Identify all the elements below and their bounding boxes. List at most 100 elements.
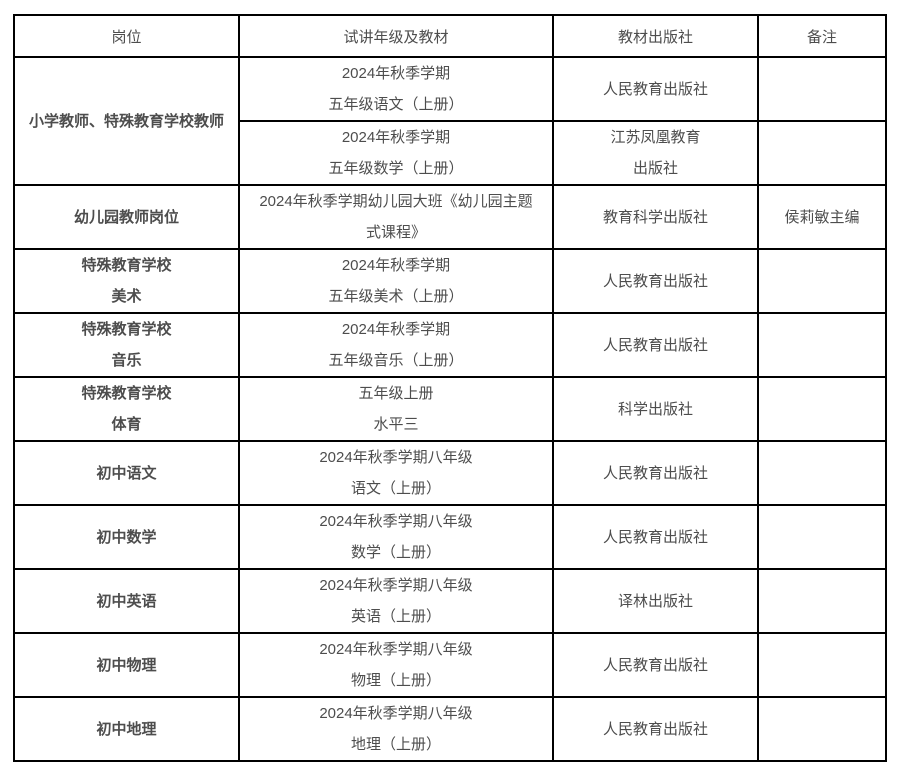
material-line: 数学（上册） [350,544,441,561]
cell-remark [757,120,887,186]
cell-material: 2024年秋季学期八年级 英语（上册） [238,568,554,634]
table-row: 特殊教育学校 美术 2024年秋季学期 五年级美术（上册） 人民教育出版社 [13,248,887,314]
cell-material: 2024年秋季学期八年级 物理（上册） [238,632,554,698]
cell-remark [757,56,887,122]
position-line: 特殊教育学校 [81,385,172,402]
header-cell-material: 试讲年级及教材 [238,14,554,58]
cell-position: 初中英语 [13,568,240,634]
material-line: 五年级数学（上册） [328,160,464,177]
publisher-text: 科学出版社 [617,400,693,418]
header-cell-position: 岗位 [13,14,240,58]
position-text: 初中数学 [96,528,157,546]
cell-publisher: 人民教育出版社 [552,440,759,506]
publisher-text: 人民教育出版社 [602,80,708,98]
publisher-text: 人民教育出版社 [602,528,708,546]
cell-remark [757,376,887,442]
material-line: 英语（上册） [350,608,441,625]
publisher-text: 译林出版社 [617,592,693,610]
material-line: 语文（上册） [350,480,441,497]
table-row: 初中物理 2024年秋季学期八年级 物理（上册） 人民教育出版社 [13,632,887,698]
cell-publisher: 科学出版社 [552,376,759,442]
table-row: 初中语文 2024年秋季学期八年级 语文（上册） 人民教育出版社 [13,440,887,506]
cell-material: 2024年秋季学期 五年级数学（上册） [238,120,554,186]
material-line: 2024年秋季学期八年级 [319,705,473,722]
cell-remark [757,312,887,378]
material-line: 五年级上册 [358,385,434,402]
table-row: 特殊教育学校 音乐 2024年秋季学期 五年级音乐（上册） 人民教育出版社 [13,312,887,378]
publisher-text: 教育科学出版社 [602,208,708,226]
cell-material: 2024年秋季学期幼儿园大班《幼儿园主题 式课程》 [238,184,554,250]
table-row: 特殊教育学校 体育 五年级上册 水平三 科学出版社 [13,376,887,442]
position-text: 初中物理 [96,656,157,674]
cell-material: 2024年秋季学期八年级 数学（上册） [238,504,554,570]
cell-position: 小学教师、特殊教育学校教师 [13,56,240,186]
material-line: 2024年秋季学期 [341,65,451,82]
material-line: 地理（上册） [350,736,441,753]
cell-remark [757,696,887,762]
table-row: 小学教师、特殊教育学校教师 2024年秋季学期 五年级语文（上册） 人民教育出版… [13,56,887,186]
cell-position: 特殊教育学校 体育 [13,376,240,442]
material-line: 五年级语文（上册） [328,96,464,113]
publisher-text: 人民教育出版社 [602,336,708,354]
publisher-line: 江苏凤凰教育 [610,129,701,146]
material-line: 2024年秋季学期八年级 [319,577,473,594]
material-line: 2024年秋季学期 [341,321,451,338]
publisher-text: 人民教育出版社 [602,272,708,290]
publisher-text: 人民教育出版社 [602,656,708,674]
cell-material: 2024年秋季学期 五年级美术（上册） [238,248,554,314]
cell-material: 2024年秋季学期八年级 语文（上册） [238,440,554,506]
position-text: 小学教师、特殊教育学校教师 [28,112,224,130]
material-line: 2024年秋季学期八年级 [319,513,473,530]
material-line: 五年级音乐（上册） [328,352,464,369]
cell-position: 特殊教育学校 美术 [13,248,240,314]
table-row: 初中地理 2024年秋季学期八年级 地理（上册） 人民教育出版社 [13,696,887,762]
cell-material: 2024年秋季学期 五年级音乐（上册） [238,312,554,378]
cell-remark: 侯莉敏主编 [757,184,887,250]
cell-publisher: 人民教育出版社 [552,248,759,314]
cell-publisher: 人民教育出版社 [552,56,759,122]
cell-position: 初中地理 [13,696,240,762]
cell-position: 特殊教育学校 音乐 [13,312,240,378]
cell-position: 幼儿园教师岗位 [13,184,240,250]
table-row: 幼儿园教师岗位 2024年秋季学期幼儿园大班《幼儿园主题 式课程》 教育科学出版… [13,184,887,250]
cell-position: 初中物理 [13,632,240,698]
cell-remark [757,504,887,570]
cell-remark [757,568,887,634]
publisher-line: 出版社 [632,160,678,177]
cell-publisher: 教育科学出版社 [552,184,759,250]
table-row: 2024年秋季学期 五年级数学（上册） 江苏凤凰教育 出版社 [14,120,887,186]
cell-remark [757,440,887,506]
cell-publisher: 江苏凤凰教育 出版社 [552,120,759,186]
cell-position: 初中语文 [13,440,240,506]
position-text: 初中地理 [96,720,157,738]
cell-remark [757,248,887,314]
material-line: 2024年秋季学期 [341,257,451,274]
publisher-text: 人民教育出版社 [602,464,708,482]
header-row: 岗位 试讲年级及教材 教材出版社 备注 [13,14,887,58]
position-line: 特殊教育学校 [81,321,172,338]
cell-material: 2024年秋季学期八年级 地理（上册） [238,696,554,762]
cell-publisher: 人民教育出版社 [552,504,759,570]
position-text: 初中英语 [96,592,157,610]
material-line: 水平三 [373,416,419,433]
header-cell-remark: 备注 [757,14,887,58]
publisher-text: 人民教育出版社 [602,720,708,738]
cell-publisher: 人民教育出版社 [552,312,759,378]
position-line: 美术 [111,288,142,305]
position-text: 初中语文 [96,464,157,482]
material-line: 式课程》 [365,224,426,241]
cell-position: 初中数学 [13,504,240,570]
cell-material: 五年级上册 水平三 [238,376,554,442]
material-line: 物理（上册） [350,672,441,689]
textbook-assignment-table: 岗位 试讲年级及教材 教材出版社 备注 小学教师、特殊教育学校教师 2024年秋… [13,14,887,762]
position-line: 特殊教育学校 [81,257,172,274]
cell-publisher: 人民教育出版社 [552,632,759,698]
material-line: 2024年秋季学期八年级 [319,449,473,466]
material-line: 2024年秋季学期 [341,129,451,146]
material-line: 2024年秋季学期幼儿园大班《幼儿园主题 [259,193,533,210]
position-line: 体育 [111,416,142,433]
table-row: 初中英语 2024年秋季学期八年级 英语（上册） 译林出版社 [13,568,887,634]
material-line: 2024年秋季学期八年级 [319,641,473,658]
cell-publisher: 译林出版社 [552,568,759,634]
